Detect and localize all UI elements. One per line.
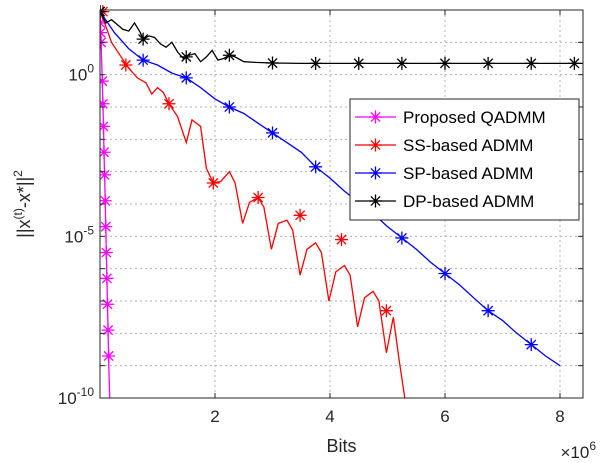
- legend-marker: [369, 110, 382, 124]
- series-marker: [395, 56, 409, 70]
- series-marker: [438, 56, 452, 70]
- x-tick-label: 6: [440, 407, 449, 426]
- series-marker: [524, 338, 538, 352]
- legend-item: SS-based ADMM: [355, 136, 533, 155]
- series-marker: [101, 323, 115, 337]
- series-marker: [119, 58, 133, 72]
- legend-marker: [369, 166, 382, 180]
- series-marker: [293, 208, 307, 222]
- series-marker: [206, 176, 220, 190]
- y-axis-label: ||x(t)-x*||2: [11, 170, 34, 238]
- series-line: [100, 11, 406, 398]
- x-tick-label: 2: [210, 407, 219, 426]
- legend-label: Proposed QADMM: [403, 108, 546, 127]
- series-marker: [100, 246, 113, 259]
- series-marker: [179, 71, 193, 85]
- y-tick-exponent: 0: [87, 62, 94, 76]
- series-marker: [222, 48, 236, 62]
- series-marker: [309, 160, 323, 174]
- series-marker: [309, 56, 323, 70]
- x-tick-label: 8: [555, 407, 564, 426]
- y-axis-label-part: ||x: [14, 220, 34, 238]
- series-marker: [100, 297, 114, 311]
- series-marker: [481, 56, 495, 70]
- series-marker: [179, 50, 193, 64]
- series-marker: [100, 271, 114, 285]
- series-marker: [251, 191, 265, 205]
- series-marker: [100, 119, 110, 133]
- series-marker: [352, 56, 366, 70]
- legend-item: SP-based ADMM: [355, 164, 533, 183]
- series-marker: [100, 74, 109, 88]
- series-2: [100, 5, 561, 367]
- legend-item: Proposed QADMM: [355, 108, 546, 127]
- series-marker: [100, 97, 110, 111]
- series-marker: [100, 145, 111, 159]
- series-marker: [266, 56, 279, 70]
- series-3: [100, 5, 583, 70]
- series-marker: [100, 220, 113, 234]
- series-marker: [266, 126, 279, 140]
- y-axis-label-part: -x*||: [14, 177, 34, 208]
- legend-marker: [369, 138, 382, 152]
- series-marker: [136, 53, 150, 67]
- series-marker: [481, 304, 495, 318]
- series-marker: [100, 26, 108, 40]
- series-marker: [222, 100, 236, 114]
- legend: Proposed QADMM SS-based ADMM SP-based ADMM…: [349, 98, 580, 221]
- series-marker: [136, 32, 150, 46]
- y-axis-label-part: (t): [11, 208, 25, 219]
- series-marker: [379, 304, 393, 318]
- x-multiplier: ×106: [560, 439, 596, 462]
- series-marker: [524, 56, 538, 70]
- y-tick-exponent: -5: [83, 223, 94, 237]
- series-marker: [100, 194, 112, 208]
- series-marker: [162, 97, 176, 111]
- legend-label: SP-based ADMM: [403, 164, 533, 183]
- y-axis-label-part: 2: [11, 170, 25, 177]
- legend-label: DP-based ADMM: [403, 192, 534, 211]
- legend-box: [349, 98, 580, 221]
- series-marker: [100, 168, 112, 182]
- x-tick-label: 4: [325, 407, 334, 426]
- y-tick-exponent: -10: [77, 385, 95, 399]
- series-marker: [438, 267, 452, 281]
- series-marker: [395, 231, 409, 245]
- x-multiplier-exponent: 6: [589, 439, 596, 453]
- legend-marker: [369, 194, 382, 208]
- legend-label: SS-based ADMM: [403, 136, 533, 155]
- x-axis-label: Bits: [326, 436, 356, 456]
- series-marker: [335, 233, 348, 247]
- series-marker: [567, 56, 581, 70]
- series-marker: [102, 349, 116, 363]
- legend-item: DP-based ADMM: [355, 192, 534, 211]
